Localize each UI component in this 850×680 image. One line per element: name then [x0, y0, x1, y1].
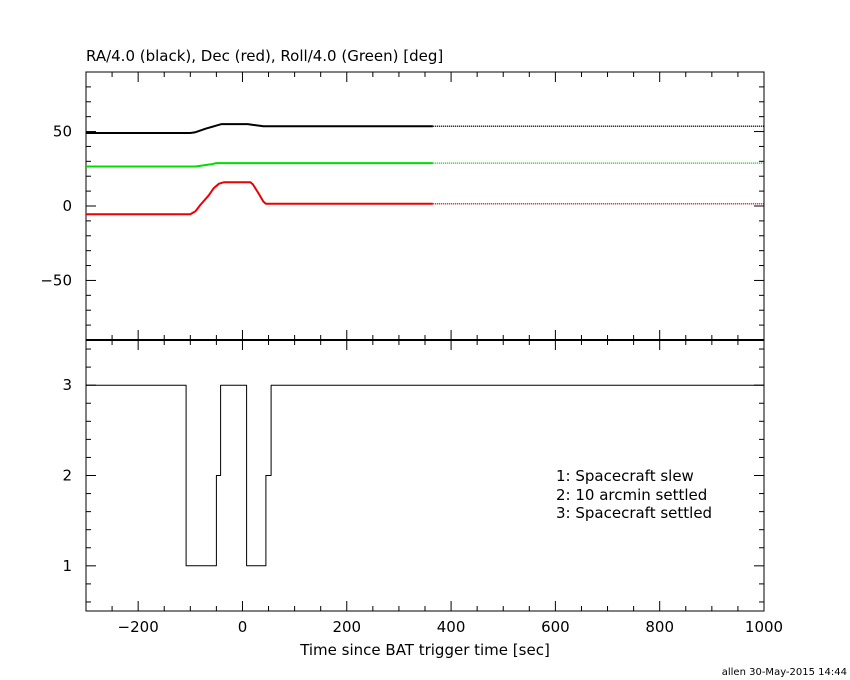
y-tick-label: 1: [62, 557, 72, 575]
lower-panel-series: [86, 384, 764, 567]
x-tick-label: −200: [118, 618, 159, 636]
y-tick-label: 0: [62, 197, 72, 215]
x-tick-label: 600: [541, 618, 570, 636]
x-axis-label: Time since BAT trigger time [sec]: [299, 641, 550, 659]
status-legend: 1: Spacecraft slew 2: 10 arcmin settled …: [556, 467, 712, 522]
upper-panel-series: [86, 123, 764, 216]
chart-title: RA/4.0 (black), Dec (red), Roll/4.0 (Gre…: [86, 47, 443, 65]
legend-line: 1: Spacecraft slew: [556, 467, 694, 485]
upper-panel-frame: [85, 71, 765, 341]
series-line: [86, 162, 433, 168]
series-line: [86, 384, 764, 567]
x-tick-label: 0: [238, 618, 248, 636]
lower-panel-ticks: 1 2 3 −200 0 200 400 600 800 1000: [62, 340, 783, 636]
footer-stamp: allen 30-May-2015 14:44: [722, 667, 847, 678]
series-line: [86, 181, 433, 216]
legend-line: 2: 10 arcmin settled: [556, 486, 707, 504]
legend-line: 3: Spacecraft settled: [556, 504, 712, 522]
series-line: [86, 123, 433, 134]
y-tick-label: 50: [53, 123, 72, 141]
y-tick-label: 2: [62, 467, 72, 485]
x-tick-label: 400: [437, 618, 466, 636]
x-tick-label: 200: [332, 618, 361, 636]
y-tick-label: 3: [62, 376, 72, 394]
x-tick-label: 1000: [745, 618, 783, 636]
upper-panel-ticks: −50 0 50: [40, 71, 765, 341]
x-tick-label: 800: [645, 618, 674, 636]
y-tick-label: −50: [40, 271, 72, 289]
